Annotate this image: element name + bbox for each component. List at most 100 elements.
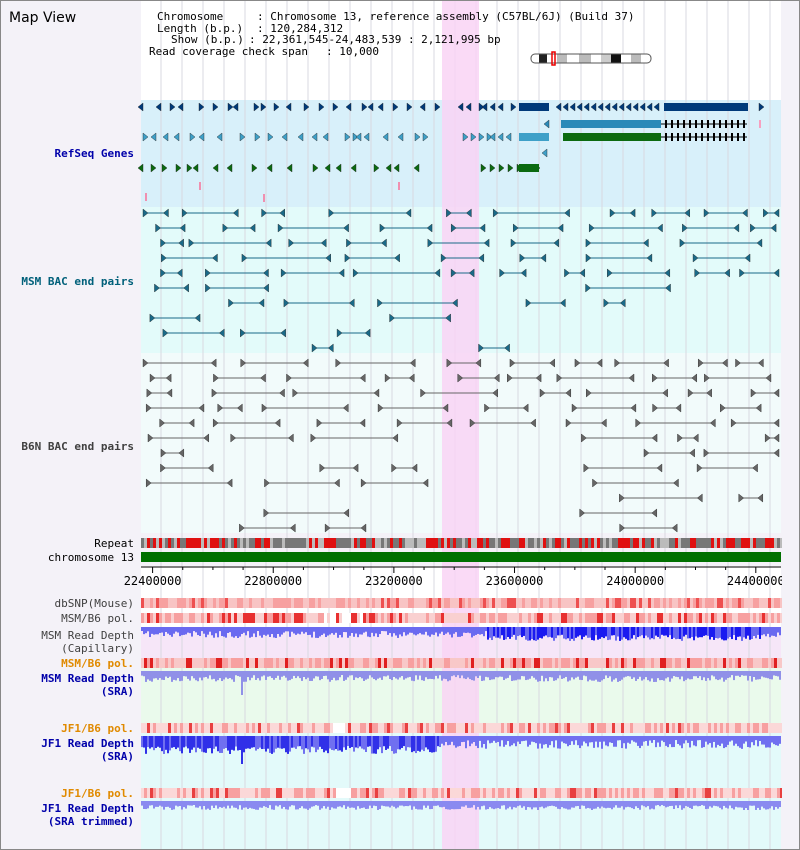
repeat-segment <box>453 538 456 548</box>
b6n-bac-label[interactable]: B6N BAC end pairs <box>21 440 134 453</box>
bac-end-arrow <box>651 508 657 518</box>
heat-cell <box>243 788 246 798</box>
heat-cell <box>237 598 240 608</box>
depth-bar <box>371 671 373 678</box>
exon <box>671 133 673 141</box>
heat-cell <box>333 658 336 668</box>
msm-b6-pol-sra-label[interactable]: MSM/B6 pol. <box>61 657 134 670</box>
heat-cell <box>381 723 384 733</box>
heat-cell <box>318 598 321 608</box>
depth-bar <box>381 801 383 806</box>
heat-cell <box>150 788 153 798</box>
heat-cell <box>183 788 186 798</box>
heat-cell <box>732 723 735 733</box>
depth-bar <box>681 627 683 641</box>
bac-end-arrow <box>643 238 649 248</box>
depth-bar <box>277 627 279 634</box>
heat-cell <box>192 613 195 623</box>
repeat-segment <box>777 538 780 548</box>
heat-cell <box>447 788 450 798</box>
heat-cell <box>279 723 282 733</box>
depth-bar <box>291 801 293 806</box>
heat-cell <box>669 598 672 608</box>
heat-cell <box>480 658 483 668</box>
heat-cell <box>780 788 783 798</box>
depth-bar <box>779 736 781 744</box>
heat-cell <box>390 788 393 798</box>
heat-cell <box>744 598 747 608</box>
depth-bar <box>477 801 479 807</box>
heat-cell <box>450 598 453 608</box>
depth-bar <box>767 671 769 679</box>
bac-end-arrow <box>664 268 671 278</box>
heat-cell <box>357 598 360 608</box>
depth-bar <box>563 801 565 809</box>
heat-cell <box>777 788 780 798</box>
feature-arrow <box>583 102 590 112</box>
heat-cell <box>540 723 543 733</box>
jf1-b6-pol-trim-label[interactable]: JF1/B6 pol. <box>61 787 134 800</box>
depth-bar <box>763 671 765 678</box>
heat-cell <box>237 788 240 798</box>
depth-bar <box>737 671 739 676</box>
heat-cell <box>384 788 387 798</box>
heat-cell <box>315 598 318 608</box>
heat-cell <box>276 613 279 623</box>
repeat-segment <box>243 538 246 548</box>
depth-bar <box>705 801 707 810</box>
heat-cell <box>660 613 663 623</box>
depth-bar <box>519 801 521 806</box>
repeat-segment <box>225 538 228 548</box>
depth-bar <box>229 627 231 633</box>
heat-cell <box>393 658 396 668</box>
bac-end-arrow <box>692 433 699 443</box>
heat-cell <box>555 613 558 623</box>
jf1-b6-pol-label[interactable]: JF1/B6 pol. <box>61 722 134 735</box>
msm-b6-pol-label[interactable]: MSM/B6 pol. <box>61 612 134 625</box>
jf1-depth-sra-sub: (SRA) <box>100 750 134 763</box>
depth-bar <box>463 671 465 679</box>
depth-bar <box>619 801 621 808</box>
depth-bar <box>743 627 745 638</box>
bac-end-arrow <box>240 328 246 338</box>
depth-bar <box>737 627 739 637</box>
msm-depth-sra-label[interactable]: MSM Read Depth <box>41 672 134 685</box>
feature-arrow <box>324 163 331 173</box>
heat-cell <box>420 598 423 608</box>
depth-bar <box>479 801 481 810</box>
msm-depth-capillary-label[interactable]: MSM Read Depth <box>41 629 134 642</box>
depth-bar <box>517 736 519 742</box>
depth-bar <box>753 801 755 806</box>
bac-end-arrow <box>320 238 327 248</box>
depth-bar <box>451 801 453 810</box>
heat-cell <box>528 613 531 623</box>
bac-end-arrow <box>696 493 703 503</box>
heat-cell <box>324 598 327 608</box>
bac-end-arrow <box>360 478 367 488</box>
repeat-label: Repeat <box>94 537 134 550</box>
heat-cell <box>315 723 318 733</box>
jf1-depth-sra-label[interactable]: JF1 Read Depth <box>41 737 134 750</box>
heat-cell <box>606 613 609 623</box>
depth-bar <box>509 736 511 747</box>
bac-end-arrow <box>420 388 426 398</box>
dbsnp-label[interactable]: dbSNP(Mouse) <box>54 597 134 610</box>
heat-cell <box>228 723 231 733</box>
depth-bar <box>217 671 219 681</box>
refseq-genes-label[interactable]: RefSeq Genes <box>54 147 134 160</box>
depth-bar <box>757 627 759 635</box>
msm-bac-label[interactable]: MSM BAC end pairs <box>21 275 134 288</box>
depth-bar <box>323 801 325 807</box>
jf1-depth-trim-label[interactable]: JF1 Read Depth <box>41 802 134 815</box>
heat-cell <box>408 723 411 733</box>
heat-cell <box>444 788 447 798</box>
depth-bar <box>571 627 573 639</box>
axis-tick-label: 24000000 <box>606 574 664 588</box>
depth-bar <box>291 736 293 748</box>
depth-bar <box>687 627 689 639</box>
exon <box>731 133 733 141</box>
depth-bar <box>739 736 741 748</box>
heat-cell <box>546 598 549 608</box>
depth-bar <box>707 671 709 679</box>
